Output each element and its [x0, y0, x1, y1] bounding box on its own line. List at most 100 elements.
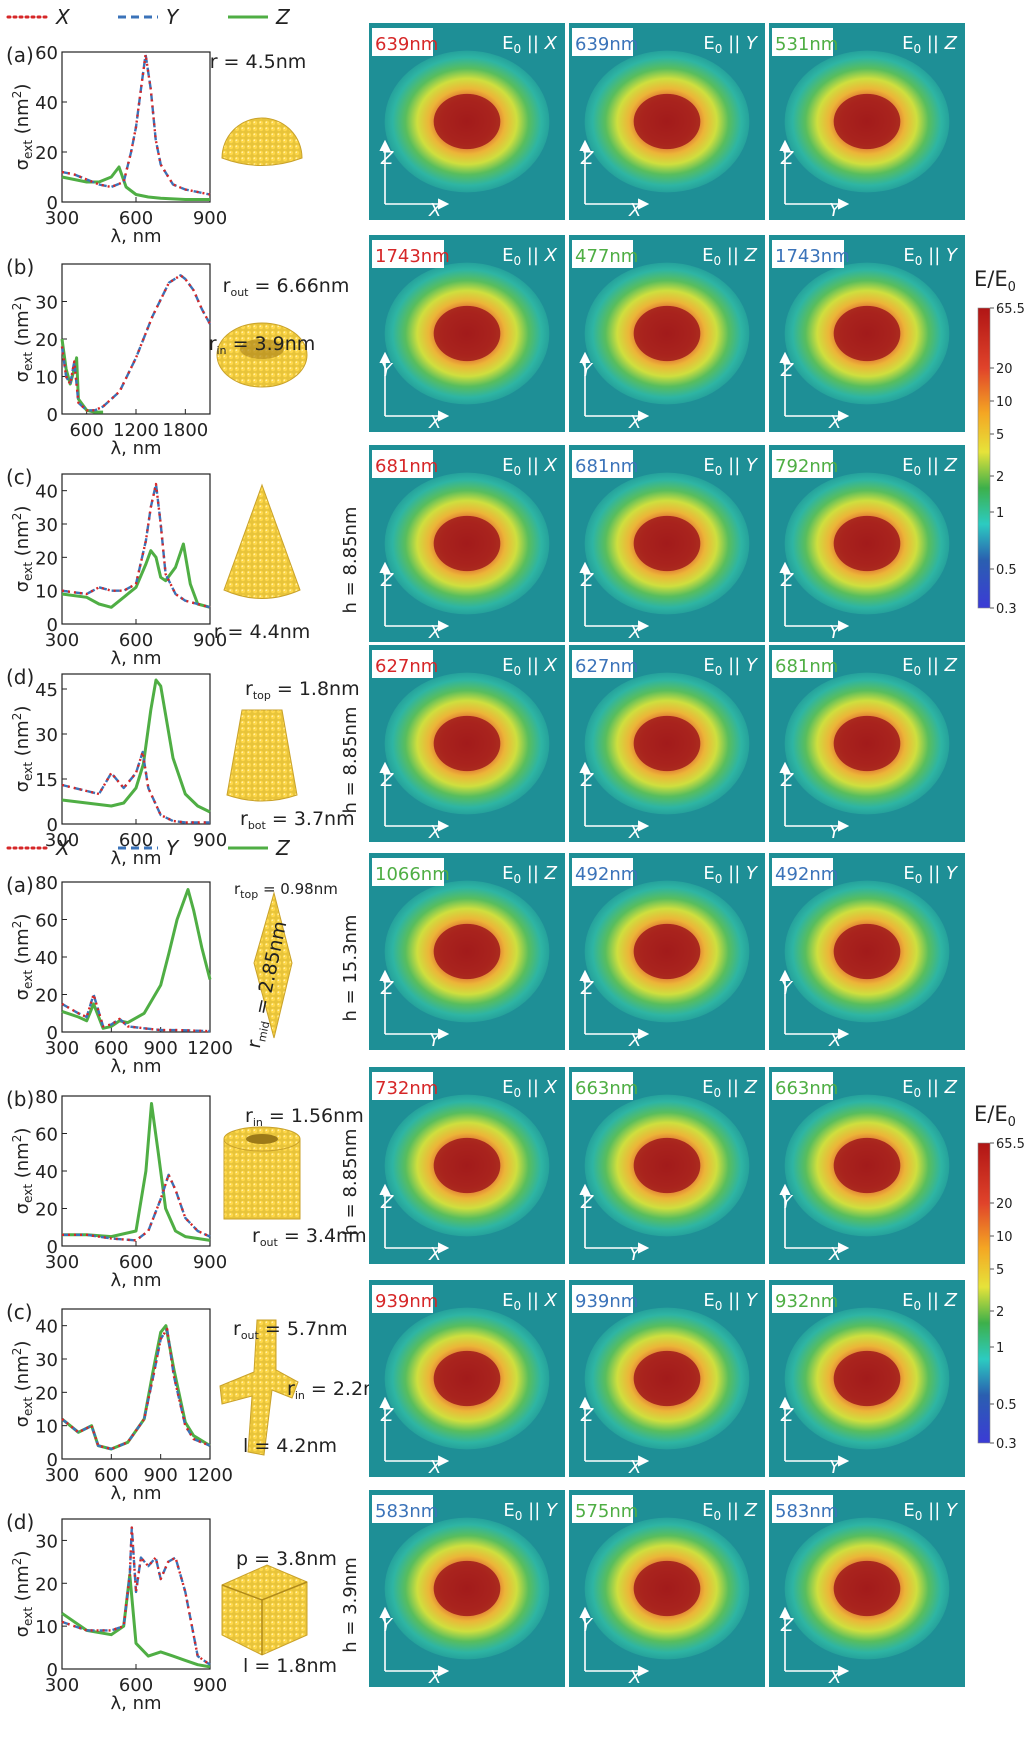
y-tick-label: 0	[47, 1237, 58, 1258]
y-axis-label-close: )	[12, 1341, 33, 1348]
wavelength-label: 792nm	[775, 456, 838, 477]
y-tick-label: 45	[35, 680, 58, 701]
x-tick-label: 300	[45, 830, 79, 851]
field-map-panel: 681nm E0 || Y Z X	[569, 445, 765, 643]
field-map-panel: 639nm E0 || X Z X	[369, 23, 565, 221]
x-tick-label: 1200	[113, 420, 159, 441]
polarization-label-sep: ||	[521, 863, 545, 884]
y-axis-label-close: )	[12, 914, 33, 921]
y-axis-label: σext (nm2)	[10, 1128, 35, 1215]
y-tick-label: 0	[47, 1023, 58, 1044]
spectrum-chart: 0 10 20 30 40 300 600 900 λ, nm σext (nm2)	[10, 473, 227, 669]
polarization-label-axis: X	[544, 33, 558, 54]
axis-label-vertical: Z	[380, 570, 394, 591]
particle-hotspot	[833, 515, 901, 572]
particle-shape	[223, 483, 301, 599]
polarization-label: E0 || Z	[502, 863, 558, 886]
x-axis-label: λ, nm	[110, 848, 161, 869]
legend-label-x: X	[55, 836, 71, 860]
y-axis-label-close: )	[12, 1551, 33, 1558]
polarization-label-axis: Y	[546, 1500, 559, 1521]
wavelength-label: 681nm	[575, 456, 638, 477]
y-tick-label: 0	[47, 1660, 58, 1681]
y-axis-label-sub: ext	[21, 352, 35, 371]
wavelength-label: 575nm	[575, 1501, 638, 1522]
y-tick-label: 10	[35, 582, 58, 603]
particle-hotspot	[633, 715, 701, 772]
y-tick-label: 40	[35, 93, 58, 114]
y-axis-label-sup: 2	[10, 91, 24, 99]
axis-label-vertical: Y	[581, 360, 594, 381]
polarization-label-sep: ||	[721, 1077, 745, 1098]
colorbar-tick-label: 2	[996, 470, 1004, 485]
y-tick-label: 20	[35, 986, 58, 1007]
y-tick-label: 60	[35, 43, 58, 64]
y-axis-label-sub: ext	[21, 762, 35, 781]
axis-label-vertical: Y	[381, 1615, 394, 1636]
y-axis-label-close: )	[12, 506, 33, 513]
wavelength-label: 663nm	[575, 1078, 638, 1099]
polarization-label-sub: 0	[713, 254, 721, 268]
polarization-label-axis: Z	[744, 245, 758, 266]
polarization-label-sep: ||	[921, 455, 945, 476]
y-tick-label: 40	[35, 1317, 58, 1338]
y-tick-label: 30	[35, 515, 58, 536]
dimension-label-sub: out	[260, 1236, 279, 1249]
colorbar-tick-label: 5	[996, 428, 1004, 443]
wavelength-label-background	[372, 450, 433, 478]
dimension-label: r = 4.5nm	[210, 51, 307, 73]
y-axis-label-unit: (nm	[12, 928, 33, 970]
axis-label-horizontal: X	[428, 1244, 442, 1265]
y-tick-label: 0	[47, 815, 58, 836]
dimension-label: l = 1.8nm	[243, 1655, 337, 1677]
x-tick-label: 600	[69, 420, 103, 441]
particle-shape	[253, 891, 293, 1039]
polarization-label-sep: ||	[521, 33, 545, 54]
series-line-z	[61, 678, 211, 814]
x-axis-label: λ, nm	[110, 438, 161, 459]
y-tick-label: 20	[35, 143, 58, 164]
polarization-label: E0 || Y	[903, 1500, 959, 1523]
y-axis-label-unit: (nm	[12, 310, 33, 352]
wavelength-label: 932nm	[775, 1291, 838, 1312]
axis-label-vertical: Z	[780, 770, 794, 791]
particle-hotspot	[833, 1137, 901, 1194]
axis-label-horizontal: X	[428, 622, 442, 643]
dimension-label: rin = 1.56nm	[245, 1105, 364, 1129]
panel-label: (d)	[6, 1510, 34, 1534]
polarization-label-axis: Y	[746, 863, 759, 884]
field-map-panel: 732nm E0 || X Z X	[369, 1067, 565, 1265]
polarization-label: E0 || Z	[902, 33, 958, 56]
wavelength-label: 477nm	[575, 246, 638, 267]
dimension-label-sub: top	[253, 689, 271, 702]
x-axis-label: λ, nm	[110, 226, 161, 247]
wavelength-label: 531nm	[775, 34, 838, 55]
polarization-label: E0 || Y	[703, 1290, 759, 1313]
x-tick-label: 900	[193, 830, 227, 851]
axis-label-horizontal: X	[428, 822, 442, 843]
field-map-panel: 939nm E0 || X Z X	[369, 1280, 565, 1478]
nanoparticle-model	[223, 1126, 301, 1220]
y-axis-label-sup: 2	[10, 1135, 24, 1143]
nanoparticle-model	[216, 322, 308, 388]
y-tick-label: 0	[47, 615, 58, 636]
polarization-label: E0 || Y	[703, 455, 759, 478]
axis-label-horizontal: Y	[629, 1244, 642, 1265]
wavelength-label-background	[772, 650, 833, 678]
polarization-label-sub: 0	[915, 872, 923, 886]
polarization-label-axis: X	[544, 455, 558, 476]
field-map-panel: 531nm E0 || ZZY	[769, 23, 965, 221]
polarization-label-sub: 0	[513, 464, 521, 478]
y-tick-label: 40	[35, 482, 58, 503]
x-tick-label: 300	[45, 208, 79, 229]
polarization-label-sep: ||	[721, 245, 745, 266]
field-map-panel: 932nm E0 || ZZY	[769, 1280, 965, 1478]
polarization-label: E0 || Y	[703, 863, 759, 886]
polarization-label-axis: Z	[544, 863, 558, 884]
axis-label-vertical: Y	[381, 360, 394, 381]
polarization-label: E0 || X	[502, 655, 558, 678]
wavelength-label: 583nm	[375, 1501, 438, 1522]
polarization-label-sep: ||	[921, 33, 945, 54]
height-label: h = 8.85nm	[340, 1129, 361, 1236]
